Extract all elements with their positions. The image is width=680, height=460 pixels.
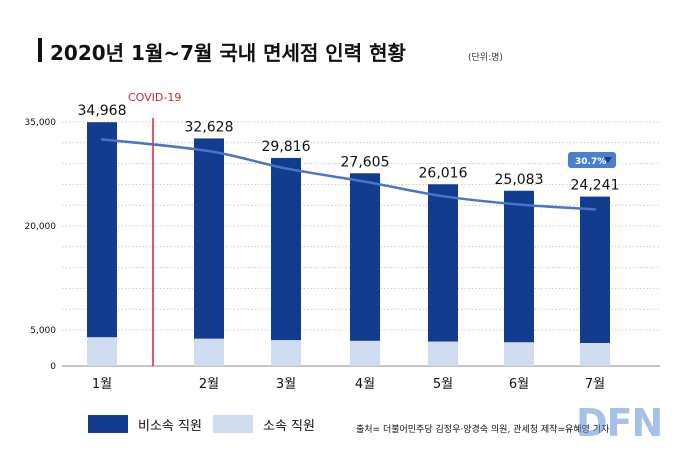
x-tick-label: 6월 [509, 377, 529, 392]
bar-affiliated [580, 342, 610, 366]
bars [87, 122, 610, 366]
bar-nonaffiliated [87, 122, 117, 338]
drop-badge-text: 30.7% [575, 157, 606, 167]
bar-nonaffiliated [350, 173, 380, 341]
x-tick-label: 5월 [433, 377, 453, 392]
bar-total-label: 25,083 [495, 172, 544, 188]
bar-total-label: 24,241 [571, 178, 620, 194]
trend-curve [100, 138, 597, 211]
x-tick-label: 2월 [199, 377, 219, 392]
covid-label: COVID-19 [128, 91, 181, 104]
bar-nonaffiliated [194, 138, 224, 339]
source-credit: 출처= 더불어민주당 김정우·양경숙 의원, 관세청 제작=유혜영 기자 [356, 423, 610, 435]
x-tick-label: 1월 [92, 377, 112, 392]
dfn-watermark-logo: DFN [576, 401, 663, 445]
y-tick-label: 35,000 [25, 118, 57, 128]
legend-label-affiliated: 소속 직원 [263, 419, 315, 434]
bar-affiliated [504, 342, 534, 366]
x-tick-label: 3월 [276, 377, 296, 392]
bar-total-label: 34,968 [78, 103, 127, 119]
bar-total-label: 29,816 [262, 139, 311, 155]
bar-nonaffiliated [428, 184, 458, 342]
down-arrow-icon [604, 157, 612, 163]
bar-affiliated [194, 338, 224, 366]
title-bar-accent [38, 38, 42, 62]
x-tick-label: 7월 [585, 377, 605, 392]
drop-badge: 30.7% [568, 152, 616, 168]
y-tick-label: 5,000 [30, 326, 56, 336]
y-axis: 0 5,000 20,000 35,000 [25, 118, 57, 372]
unit-note: (단위:명) [468, 52, 503, 63]
value-labels: 34,968 32,628 29,816 27,605 26,016 25,083 24,2… [78, 103, 620, 193]
bar-affiliated [350, 340, 380, 366]
drop-badge-bg [568, 152, 616, 168]
watermark-text: DFN [576, 401, 662, 445]
y-tick-label: 20,000 [25, 222, 57, 232]
y-tick-label: 0 [50, 362, 56, 372]
chart-title: 2020년 1월~7월 국내 면세점 인력 현황 [50, 41, 406, 65]
bar-nonaffiliated [504, 190, 534, 343]
legend-label-nonaffiliated: 비소속 직원 [138, 419, 202, 434]
x-axis: 1월 2월 3월 4월 5월 6월 7월 [92, 377, 605, 392]
trend-line [100, 138, 597, 211]
x-tick-label: 4월 [355, 377, 375, 392]
bar-affiliated [87, 337, 117, 366]
bar-affiliated [271, 340, 301, 366]
legend-swatch-affiliated [213, 415, 253, 433]
bar-affiliated [428, 341, 458, 366]
bar-total-label: 27,605 [341, 154, 390, 170]
legend-swatch-nonaffiliated [88, 415, 128, 433]
bar-nonaffiliated [580, 196, 610, 343]
bar-total-label: 32,628 [185, 119, 234, 135]
bar-nonaffiliated [271, 157, 301, 341]
bar-total-label: 26,016 [419, 165, 468, 181]
legend: 비소속 직원 소속 직원 [88, 415, 315, 434]
